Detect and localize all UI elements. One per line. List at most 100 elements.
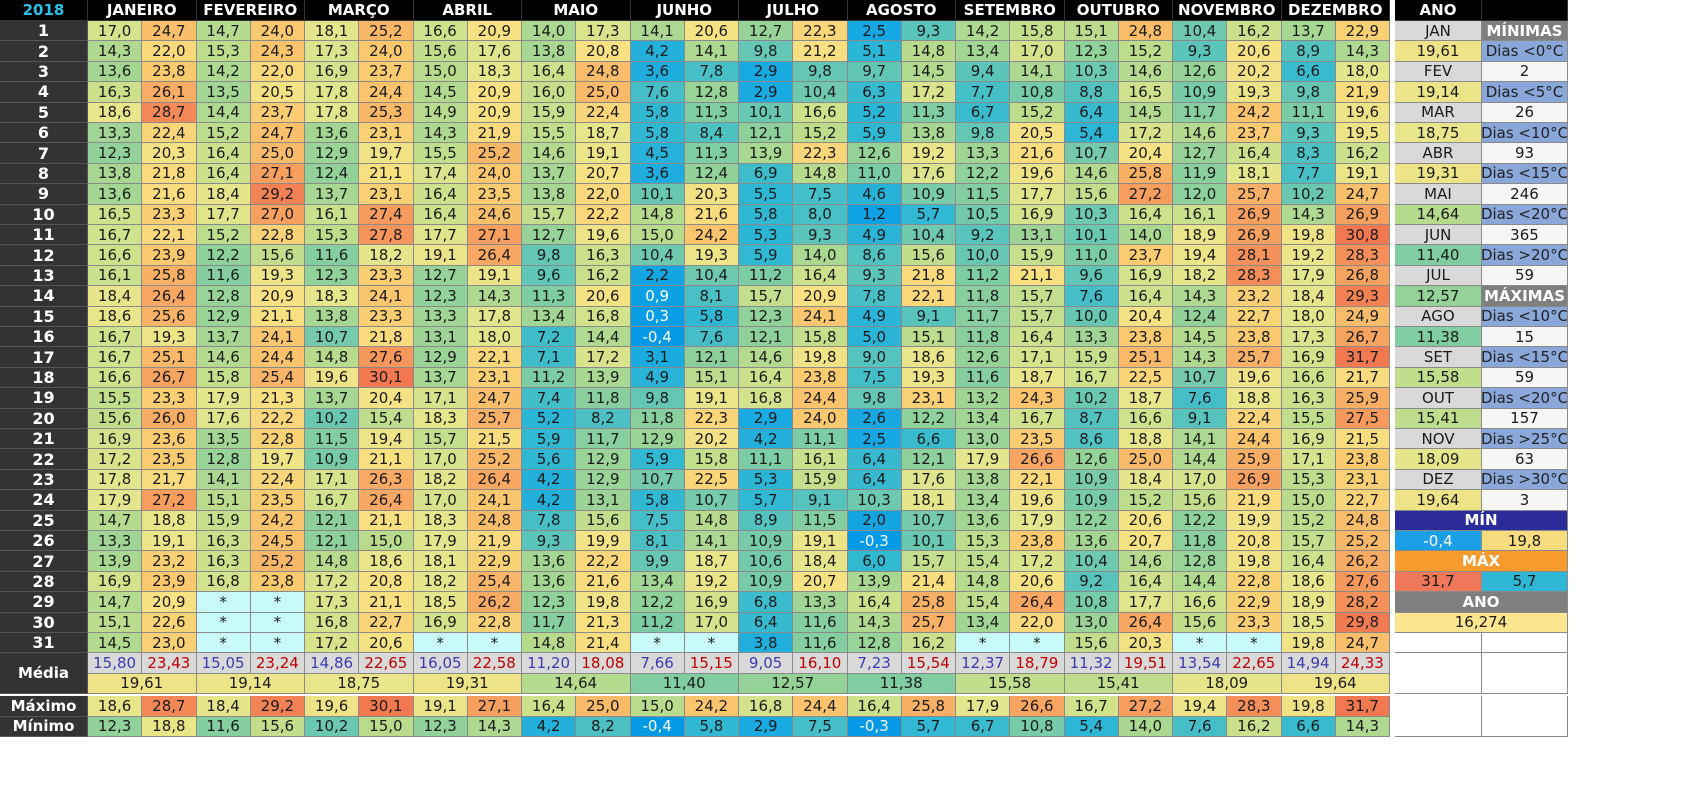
temp-cell[interactable]: 25,7 — [901, 612, 956, 633]
temp-cell[interactable]: 13,9 — [576, 367, 631, 389]
temp-cell[interactable]: 7,6 — [1173, 388, 1228, 409]
temp-cell[interactable]: 21,3 — [250, 388, 305, 409]
temp-cell[interactable]: 0,9 — [630, 286, 685, 307]
day-label-24[interactable]: 24 — [0, 490, 88, 511]
temp-cell[interactable]: 13,8 — [522, 41, 577, 62]
temp-cell[interactable]: 16,6 — [413, 21, 468, 42]
side-left-cell[interactable]: 11,38 — [1395, 327, 1482, 348]
temp-cell[interactable]: 23,1 — [1335, 469, 1390, 491]
temp-cell[interactable]: 25,2 — [359, 21, 414, 42]
temp-cell[interactable]: 6,4 — [847, 449, 902, 470]
media-overall[interactable]: 11,40 — [630, 673, 739, 695]
temp-cell[interactable]: 14,5 — [1173, 327, 1228, 348]
temp-cell[interactable]: 16,8 — [305, 612, 360, 633]
temp-cell[interactable]: 24,7 — [142, 21, 197, 42]
media-value[interactable]: 22,65 — [1227, 653, 1282, 674]
temp-cell[interactable]: 23,2 — [142, 551, 197, 572]
temp-cell[interactable]: 11,2 — [630, 612, 685, 633]
temp-cell[interactable]: 13,3 — [88, 123, 143, 144]
temp-cell[interactable]: 10,1 — [901, 531, 956, 552]
month-header-4[interactable]: ABRIL — [413, 0, 522, 21]
temp-cell[interactable]: * — [250, 592, 305, 613]
temp-cell[interactable]: 2,2 — [630, 265, 685, 287]
temp-cell[interactable]: 14,3 — [1335, 41, 1390, 62]
temp-cell[interactable]: 24,8 — [1118, 21, 1173, 42]
temp-cell[interactable]: 24,7 — [1335, 184, 1390, 205]
temp-cell[interactable]: 16,6 — [88, 367, 143, 389]
temp-cell[interactable]: 18,3 — [413, 408, 468, 429]
temp-cell[interactable]: 23,0 — [142, 633, 197, 654]
temp-cell[interactable]: 19,8 — [793, 347, 848, 368]
temp-cell[interactable]: 16,9 — [88, 571, 143, 593]
temp-cell[interactable]: 15,1 — [901, 327, 956, 348]
temp-cell[interactable]: 16,7 — [88, 225, 143, 246]
temp-cell[interactable]: 4,2 — [522, 490, 577, 511]
side-left-cell[interactable]: 15,41 — [1395, 408, 1482, 429]
temp-cell[interactable]: 16,4 — [1227, 143, 1282, 164]
temp-cell[interactable]: 13,6 — [522, 571, 577, 593]
temp-cell[interactable]: 20,4 — [359, 388, 414, 409]
temp-cell[interactable]: 24,2 — [1227, 102, 1282, 123]
temp-cell[interactable]: 25,7 — [467, 408, 522, 429]
temp-cell[interactable]: 22,7 — [1227, 306, 1282, 327]
temp-cell[interactable]: 15,8 — [684, 449, 739, 470]
temp-cell[interactable]: 14,7 — [88, 592, 143, 613]
temp-cell[interactable]: 12,2 — [196, 245, 251, 266]
temp-cell[interactable]: 18,2 — [413, 571, 468, 593]
temp-cell[interactable]: 10,9 — [1173, 82, 1228, 103]
temp-cell[interactable]: 5,4 — [1064, 123, 1119, 144]
temp-cell[interactable]: 18,0 — [1281, 306, 1336, 327]
temp-cell[interactable]: 10,4 — [1064, 551, 1119, 572]
temp-cell[interactable]: 12,7 — [522, 225, 577, 246]
maximo-value[interactable]: 19,4 — [1173, 696, 1228, 717]
minimo-value[interactable]: -0,4 — [630, 716, 685, 737]
temp-cell[interactable]: 23,1 — [467, 367, 522, 389]
temp-cell[interactable]: 17,8 — [305, 82, 360, 103]
temp-cell[interactable]: 26,8 — [1335, 265, 1390, 287]
temp-cell[interactable]: 9,1 — [901, 306, 956, 327]
temp-cell[interactable]: 19,8 — [1281, 633, 1336, 654]
month-header-9[interactable]: SETEMBRO — [956, 0, 1065, 21]
temp-cell[interactable]: 22,9 — [1335, 21, 1390, 42]
media-value[interactable]: 15,05 — [196, 653, 251, 674]
temp-cell[interactable]: 20,8 — [359, 571, 414, 593]
temp-cell[interactable]: 18,7 — [1010, 367, 1065, 389]
side-left-cell[interactable]: 19,14 — [1395, 82, 1482, 103]
temp-cell[interactable]: 26,9 — [1227, 469, 1282, 491]
temp-cell[interactable]: 18,8 — [1227, 388, 1282, 409]
temp-cell[interactable]: 12,2 — [630, 592, 685, 613]
temp-cell[interactable]: 8,6 — [847, 245, 902, 266]
temp-cell[interactable]: 17,0 — [413, 449, 468, 470]
ano-header[interactable]: ANO — [1395, 0, 1482, 21]
maximo-value[interactable]: 18,6 — [88, 696, 143, 717]
empty-cell[interactable] — [1482, 696, 1568, 737]
temp-cell[interactable]: 21,4 — [576, 633, 631, 654]
side-right-cell[interactable]: Dias >20°C — [1482, 245, 1568, 266]
temp-cell[interactable]: 24,3 — [1010, 388, 1065, 409]
temp-cell[interactable]: 25,1 — [1118, 347, 1173, 368]
temp-cell[interactable]: * — [250, 633, 305, 654]
temp-cell[interactable]: 25,9 — [1227, 449, 1282, 470]
temp-cell[interactable]: 11,6 — [305, 245, 360, 266]
temp-cell[interactable]: 12,8 — [684, 82, 739, 103]
temp-cell[interactable]: 17,9 — [956, 449, 1011, 470]
temp-cell[interactable]: 24,0 — [359, 41, 414, 62]
temp-cell[interactable]: 14,5 — [1118, 102, 1173, 123]
temp-cell[interactable]: 16,8 — [739, 388, 794, 409]
day-label-5[interactable]: 5 — [0, 102, 88, 123]
ano-summary-header[interactable]: ANO — [1395, 592, 1568, 613]
temp-cell[interactable]: * — [1010, 633, 1065, 654]
temp-cell[interactable]: 16,9 — [305, 61, 360, 83]
minimo-value[interactable]: 7,5 — [793, 716, 848, 737]
temp-cell[interactable]: 4,9 — [847, 306, 902, 327]
temp-cell[interactable]: 15,2 — [1118, 41, 1173, 62]
temp-cell[interactable]: 8,9 — [739, 510, 794, 531]
temp-cell[interactable]: 16,4 — [739, 367, 794, 389]
temp-cell[interactable]: 13,9 — [847, 571, 902, 593]
temp-cell[interactable]: 23,8 — [1010, 531, 1065, 552]
temp-cell[interactable]: 17,9 — [1281, 265, 1336, 287]
temp-cell[interactable]: 23,7 — [1227, 123, 1282, 144]
temp-cell[interactable]: 16,9 — [1118, 265, 1173, 287]
temp-cell[interactable]: 10,9 — [1064, 469, 1119, 491]
temp-cell[interactable]: 14,5 — [88, 633, 143, 654]
